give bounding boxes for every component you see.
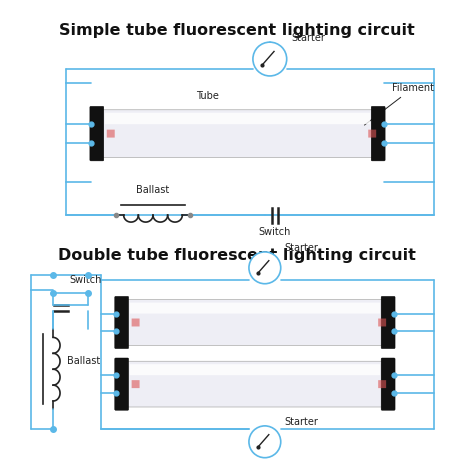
Text: Starter: Starter: [292, 33, 326, 43]
FancyBboxPatch shape: [129, 302, 380, 313]
FancyBboxPatch shape: [371, 106, 385, 161]
FancyBboxPatch shape: [102, 110, 373, 157]
Text: Filament: Filament: [365, 83, 434, 125]
Text: Ballast: Ballast: [67, 356, 100, 366]
Circle shape: [249, 426, 281, 458]
Text: Switch: Switch: [259, 227, 291, 237]
Text: Starter: Starter: [285, 243, 319, 253]
Text: Starter: Starter: [285, 417, 319, 427]
FancyBboxPatch shape: [90, 106, 104, 161]
FancyBboxPatch shape: [107, 129, 115, 137]
Text: Switch: Switch: [69, 275, 101, 285]
Text: Ballast: Ballast: [136, 185, 169, 195]
FancyBboxPatch shape: [132, 380, 139, 388]
FancyBboxPatch shape: [132, 319, 139, 327]
Text: Tube: Tube: [196, 91, 219, 101]
FancyBboxPatch shape: [127, 300, 383, 346]
FancyBboxPatch shape: [127, 361, 383, 407]
FancyBboxPatch shape: [115, 296, 128, 349]
FancyBboxPatch shape: [378, 380, 386, 388]
Text: Simple tube fluorescent lighting circuit: Simple tube fluorescent lighting circuit: [59, 23, 415, 38]
Circle shape: [249, 252, 281, 284]
Text: Double tube fluorescent lighting circuit: Double tube fluorescent lighting circuit: [58, 248, 416, 263]
FancyBboxPatch shape: [381, 296, 395, 349]
FancyBboxPatch shape: [105, 113, 370, 124]
FancyBboxPatch shape: [381, 358, 395, 410]
FancyBboxPatch shape: [129, 364, 380, 375]
FancyBboxPatch shape: [378, 319, 386, 327]
Circle shape: [253, 42, 287, 76]
FancyBboxPatch shape: [368, 129, 376, 137]
FancyBboxPatch shape: [115, 358, 128, 410]
